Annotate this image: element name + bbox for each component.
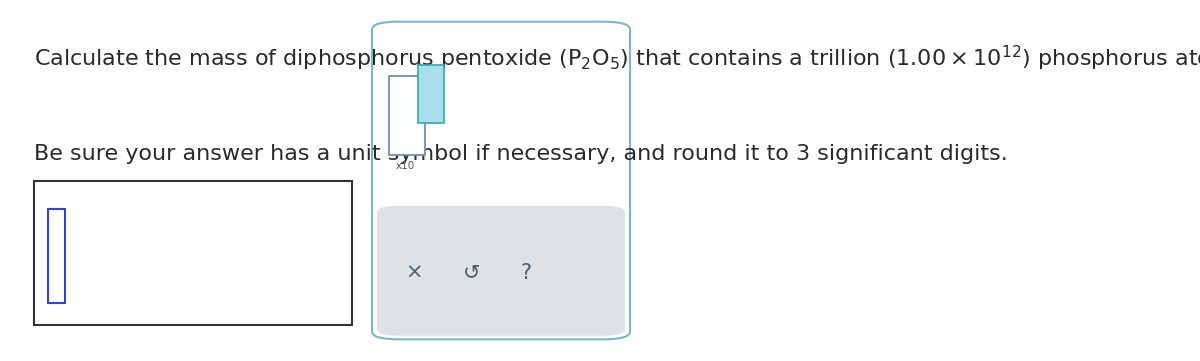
Text: ↺: ↺ bbox=[463, 262, 481, 283]
Text: Be sure your answer has a unit symbol if necessary, and round it to 3 significan: Be sure your answer has a unit symbol if… bbox=[34, 144, 1007, 164]
Text: ?: ? bbox=[521, 262, 532, 283]
Text: x10: x10 bbox=[396, 161, 415, 171]
Text: ×: × bbox=[406, 262, 424, 283]
Text: Calculate the mass of diphosphorus pentoxide $\mathregular{(P_2O_5)}$ that conta: Calculate the mass of diphosphorus pento… bbox=[34, 43, 1200, 73]
